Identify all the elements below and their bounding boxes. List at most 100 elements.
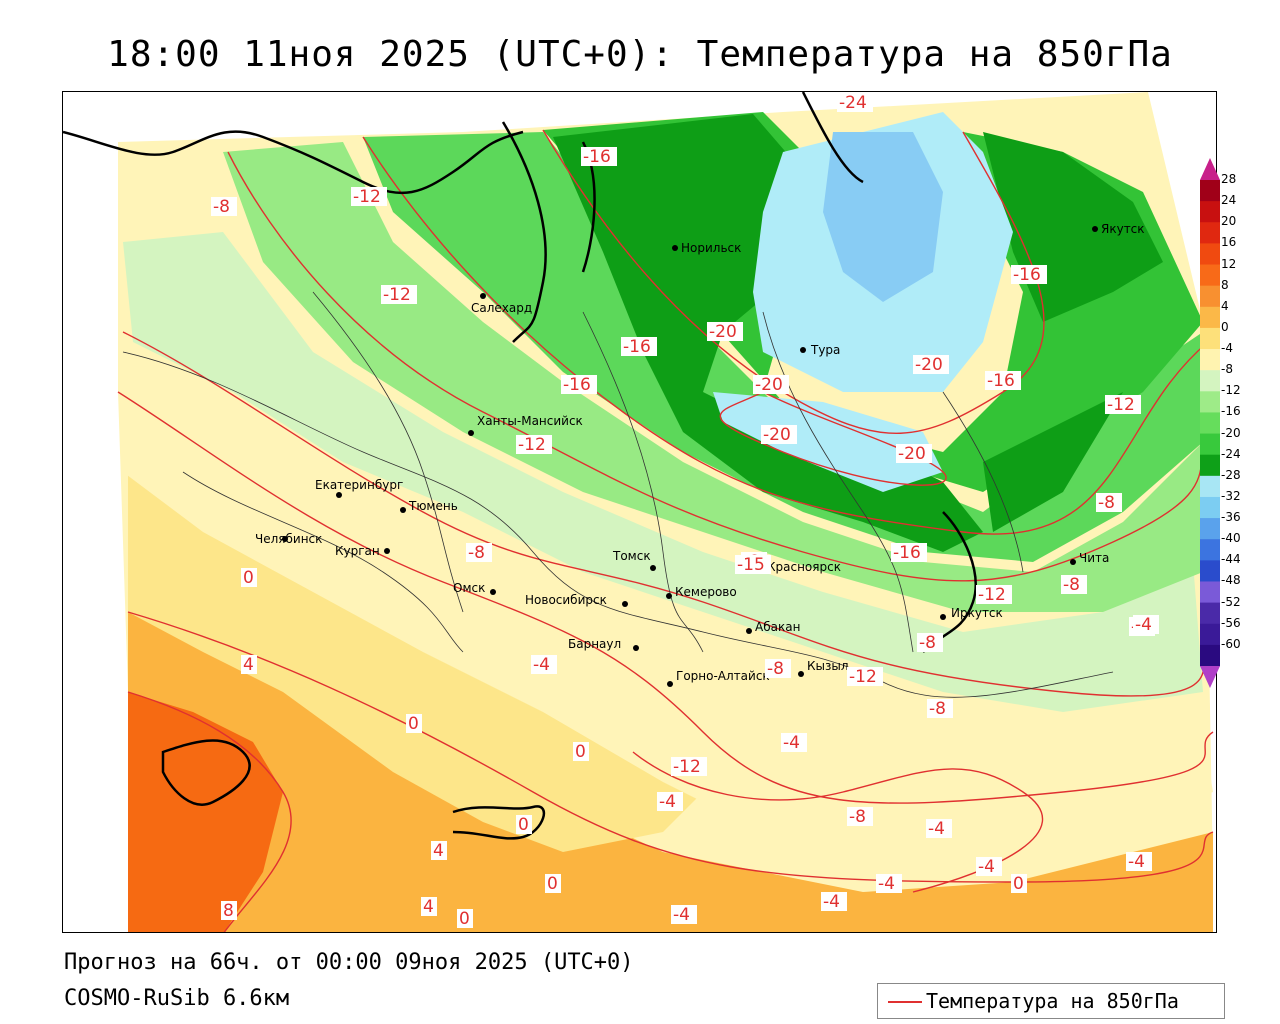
legend-label: Температура на 850гПа (926, 989, 1179, 1013)
city-marker: Омск (453, 581, 496, 595)
isotherm-label: -4 (1126, 852, 1152, 872)
temperature-band (223, 142, 1203, 612)
map-title: 18:00 11ноя 2025 (UTC+0): Температура на… (107, 34, 1173, 75)
colorbar-tick-label: -12 (1221, 383, 1241, 398)
city-label: Омск (453, 581, 485, 595)
forecast-info: Прогноз на 66ч. от 00:00 09ноя 2025 (UTC… (64, 950, 634, 975)
city-label: Томск (612, 549, 651, 563)
isotherm-label-bg (1011, 265, 1047, 284)
isotherm-label-bg (406, 714, 422, 733)
isotherm-label: -8 (847, 807, 873, 827)
city-label: Якутск (1101, 222, 1145, 236)
city-dot (1092, 226, 1098, 232)
isotherm-label-bg (891, 543, 927, 562)
isotherm-value: -12 (383, 285, 411, 305)
isotherm-label-bg (466, 543, 492, 562)
isotherm-label-bg (516, 815, 532, 834)
isotherm-label-bg (735, 555, 771, 574)
city-label: Горно-Алтайск (676, 669, 770, 683)
isotherm-label-bg (707, 322, 743, 341)
colorbar-tick-label: 12 (1221, 256, 1237, 271)
isotherm-label: -20 (753, 375, 789, 395)
isotherm-label-bg (1105, 395, 1141, 414)
city-marker: Курган (335, 544, 390, 558)
colorbar-swatch (1200, 475, 1220, 498)
isotherm-label: -16 (1011, 265, 1047, 285)
isotherm-value: -20 (763, 425, 791, 445)
colorbar-swatch (1200, 264, 1220, 287)
isotherm-value: -16 (583, 147, 611, 167)
isotherm-label-bg (457, 909, 473, 928)
isotherm-label: -4 (926, 819, 952, 839)
isotherm-value: -20 (898, 444, 926, 464)
isotherm-value: -20 (755, 375, 783, 395)
isotherm-value: -12 (353, 187, 381, 207)
isotherm-label-bg (671, 757, 707, 776)
isotherm-label: -8 (917, 633, 943, 653)
isotherm-label: -4 (781, 733, 807, 753)
colorbar-swatch (1200, 391, 1220, 413)
isotherm-label-bg (657, 792, 683, 811)
city-marker: Абакан (746, 620, 800, 634)
isotherm-label-bg (241, 655, 257, 674)
colorbar-top-arrow (1200, 158, 1220, 180)
city-label: Екатеринбург (315, 478, 403, 492)
city-marker: Томск (612, 549, 656, 571)
isotherm-label-bg (211, 197, 237, 216)
isotherm-label-bg (381, 285, 417, 304)
colorbar (1200, 158, 1220, 688)
colorbar-swatch (1200, 539, 1220, 561)
city-marker: Горно-Алтайск (667, 669, 770, 687)
isotherm-label: -12 (847, 667, 883, 687)
isotherm-value: -8 (929, 699, 946, 719)
isotherm-label: -20 (761, 425, 797, 445)
isotherm-label: -8 (1061, 575, 1087, 595)
isotherm-label: -16 (985, 371, 1021, 391)
colorbar-swatch (1200, 370, 1220, 392)
colorbar-swatch (1200, 327, 1220, 350)
isotherm-label: -20 (707, 322, 743, 342)
isotherm-value: -8 (213, 197, 230, 217)
isotherm-label: -8 (1096, 493, 1122, 513)
isotherm-label: 4 (431, 841, 447, 861)
isotherm-label-bg (1011, 874, 1027, 893)
isotherm-label-bg (847, 807, 873, 826)
city-dot (672, 245, 678, 251)
region-borders (122, 291, 1114, 698)
isotherm-label: 0 (457, 909, 473, 929)
isotherm-label: -15 (735, 555, 771, 575)
colorbar-tick-label: -40 (1221, 531, 1241, 546)
city-marker: Ханты-Мансийск (468, 414, 583, 436)
city-marker: Норильск (672, 241, 741, 255)
isotherm-value: 8 (223, 901, 234, 921)
colorbar-tick-label: -16 (1221, 404, 1241, 419)
temperature-band (121, 332, 1213, 872)
colorbar-swatch (1200, 581, 1220, 604)
city-label: Ханты-Мансийск (477, 414, 583, 428)
colorbar-tick-label: -20 (1221, 425, 1241, 440)
temperature-band (553, 114, 1163, 552)
city-marker: Салехард (471, 293, 532, 315)
isotherm-value: -8 (767, 659, 784, 679)
isotherm-value: -4 (823, 892, 840, 912)
isotherm-label-bg (581, 147, 617, 166)
isotherm-label-bg (1061, 575, 1087, 594)
city-dot (800, 347, 806, 353)
isotherm-value: 0 (459, 909, 470, 929)
isotherm-value: 4 (423, 897, 434, 917)
isotherm-label-bg (561, 375, 597, 394)
colorbar-swatch (1200, 306, 1220, 329)
colorbar-tick-label: -32 (1221, 488, 1241, 503)
colorbar-swatches (1200, 158, 1220, 688)
city-dot (622, 601, 628, 607)
colorbar-tick-label: 24 (1221, 193, 1237, 208)
isotherm-label-bg (431, 841, 447, 860)
isotherm-label: 0 (1011, 874, 1027, 894)
colorbar-swatch (1200, 349, 1220, 371)
isotherm-value: -16 (623, 337, 651, 357)
city-label: Тюмень (408, 499, 458, 513)
colorbar-tick-label: -60 (1221, 636, 1241, 651)
city-marker: Екатеринбург (315, 478, 403, 498)
city-marker: Челябинск (255, 532, 322, 546)
isotherm-label: 4 (421, 897, 437, 917)
